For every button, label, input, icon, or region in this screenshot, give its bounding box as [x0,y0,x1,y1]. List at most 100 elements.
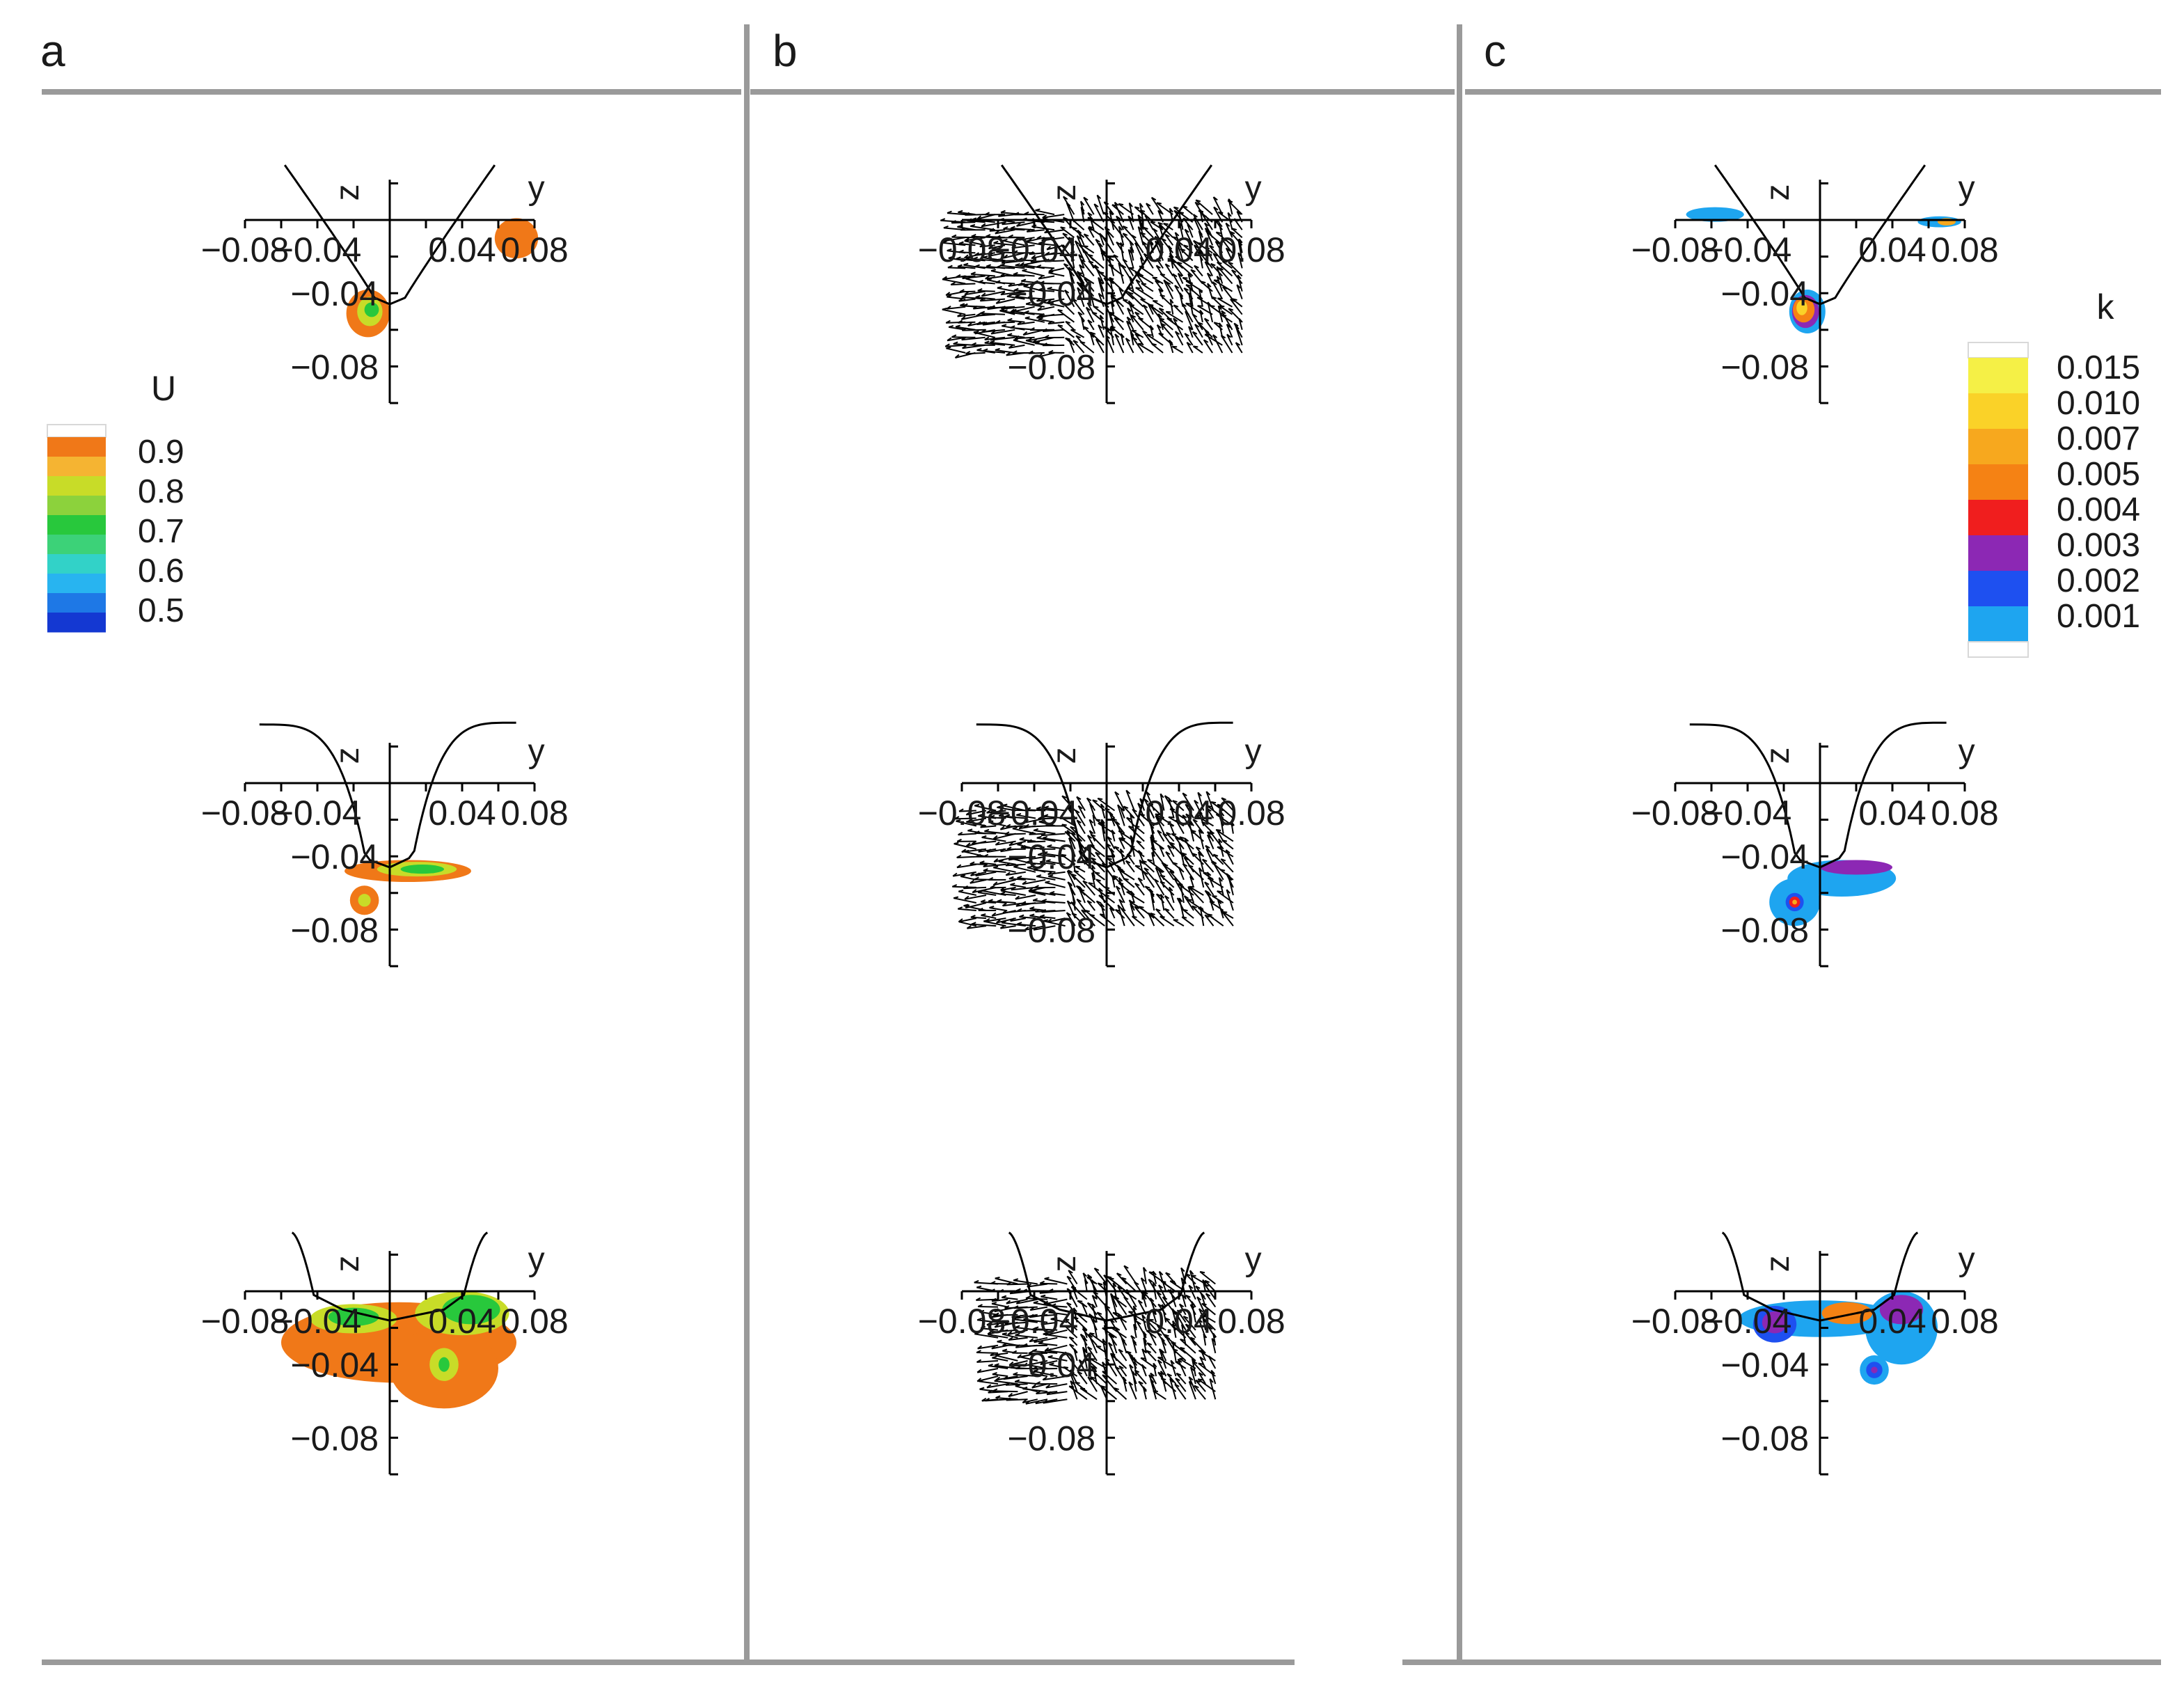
colorbar-label: 0.002 [2057,562,2140,599]
vector-arrowhead [956,256,961,260]
vector-arrowhead [1212,253,1218,257]
vector-arrow [1217,846,1234,858]
vector-arrowhead [1174,1383,1180,1387]
x-tick-label: −0.04 [274,230,362,269]
vector-arrowhead [1010,883,1015,885]
vector-arrow [999,1329,1018,1332]
vector-arrow [967,817,987,823]
vector-arrow [1158,308,1174,323]
vector-arrowhead [1039,313,1045,317]
vector-arrow [1114,846,1125,858]
vector-arrow [1091,865,1096,881]
vector-arrow [1211,296,1223,308]
vector-arrowhead [1181,1324,1185,1329]
vector-arrowhead [986,810,992,814]
vector-arrow [1050,1318,1068,1323]
vector-arrow [1206,808,1214,819]
vector-arrow [1154,236,1164,253]
vector-arrowhead [1008,1337,1013,1341]
vector-arrow [1133,1361,1137,1377]
vector-arrowhead [963,303,968,307]
vector-arrowhead [1123,232,1128,236]
vector-arrow [1136,274,1144,285]
vector-arrow [983,863,1006,867]
vector-arrowhead [1118,1348,1123,1353]
vector-arrow [1219,305,1233,315]
vector-arrowhead [1022,1343,1028,1347]
vector-arrowhead [1141,1348,1146,1353]
vector-arrowhead [1087,216,1093,219]
vector-arrowhead [1123,1296,1129,1300]
vector-arrowhead [1205,791,1211,796]
vector-arrow [1159,846,1165,858]
vector-arrow [1008,1337,1028,1341]
vector-arrowhead [1129,267,1134,269]
vector-arrow [1087,320,1095,331]
vector-arrow [1091,1304,1098,1323]
vector-arrow [1199,310,1203,323]
z-axis-label: z [1759,748,1796,764]
vector-arrowhead [954,816,960,820]
z-axis-label: z [1046,184,1083,201]
vector-arrowhead [1126,1350,1132,1354]
vector-arrowhead [1182,862,1188,867]
vector-arrow [1038,1342,1058,1346]
vector-arrow [1109,1293,1118,1315]
vector-arrow [997,901,1016,904]
vector-arrowhead [1027,295,1033,299]
vector-arrowhead [1142,241,1148,246]
vector-arrowhead [976,853,981,858]
vector-arrowhead [1041,899,1047,902]
vector-arrow [1169,808,1185,819]
vector-arrow [1040,833,1066,837]
vector-arrow [1172,800,1185,812]
vector-arrowhead [1038,353,1043,358]
vector-arrowhead [1169,886,1173,892]
vector-arrow [989,907,1006,911]
vector-arrowhead [1078,244,1084,247]
x-tick-label: −0.04 [1704,794,1792,833]
vector-arrowhead [1035,1381,1041,1385]
vector-arrow [1178,1357,1196,1369]
vector-arrow [1096,194,1105,215]
vector-arrow [994,1380,1018,1385]
z-tick-label: −0.04 [1007,274,1095,313]
vector-arrowhead [1198,1350,1204,1352]
x-tick-label: −0.04 [274,794,362,833]
vector-arrowhead [1070,1372,1075,1378]
vector-arrowhead [1046,246,1052,251]
vector-arrow [1077,311,1085,323]
vector-arrow [1176,1309,1187,1323]
vector-arrow [1028,352,1045,354]
vector-arrow [1108,862,1116,873]
vector-arrow [1185,1323,1196,1339]
vector-arrowhead [1132,808,1137,812]
vector-arrow [1079,1387,1098,1401]
vector-arrowhead [1098,798,1103,801]
vector-arrow [1029,252,1045,255]
vector-arrowhead [1129,1364,1134,1369]
subplot-a1: −0.08−0.04 0.04 0.08−0.04−0.08yzU0.90.80.7… [47,164,569,633]
vector-arrowhead [983,348,988,352]
vector-arrowhead [1123,225,1128,229]
vector-arrowhead [960,303,965,306]
vector-arrow [1117,904,1125,927]
vector-arrowhead [1075,1381,1080,1385]
vector-arrowhead [1004,1305,1010,1309]
vector-arrowhead [1158,332,1164,336]
vector-arrowhead [1134,311,1140,315]
vector-arrowhead [1033,1369,1038,1372]
vector-arrowhead [1013,865,1019,868]
vector-arrowhead [1091,1279,1095,1284]
vector-arrow [966,810,987,816]
vector-arrow [964,894,987,900]
vector-arrowhead [1029,906,1035,910]
vector-arrow [1135,287,1154,300]
vector-arrow [1151,852,1155,865]
vector-arrowhead [1178,897,1183,903]
vector-arrowhead [964,212,970,216]
vector-arrowhead [966,925,972,929]
vector-arrow [1077,885,1086,904]
vector-arrow [1070,1286,1088,1300]
vector-arrowhead [1040,1294,1046,1298]
